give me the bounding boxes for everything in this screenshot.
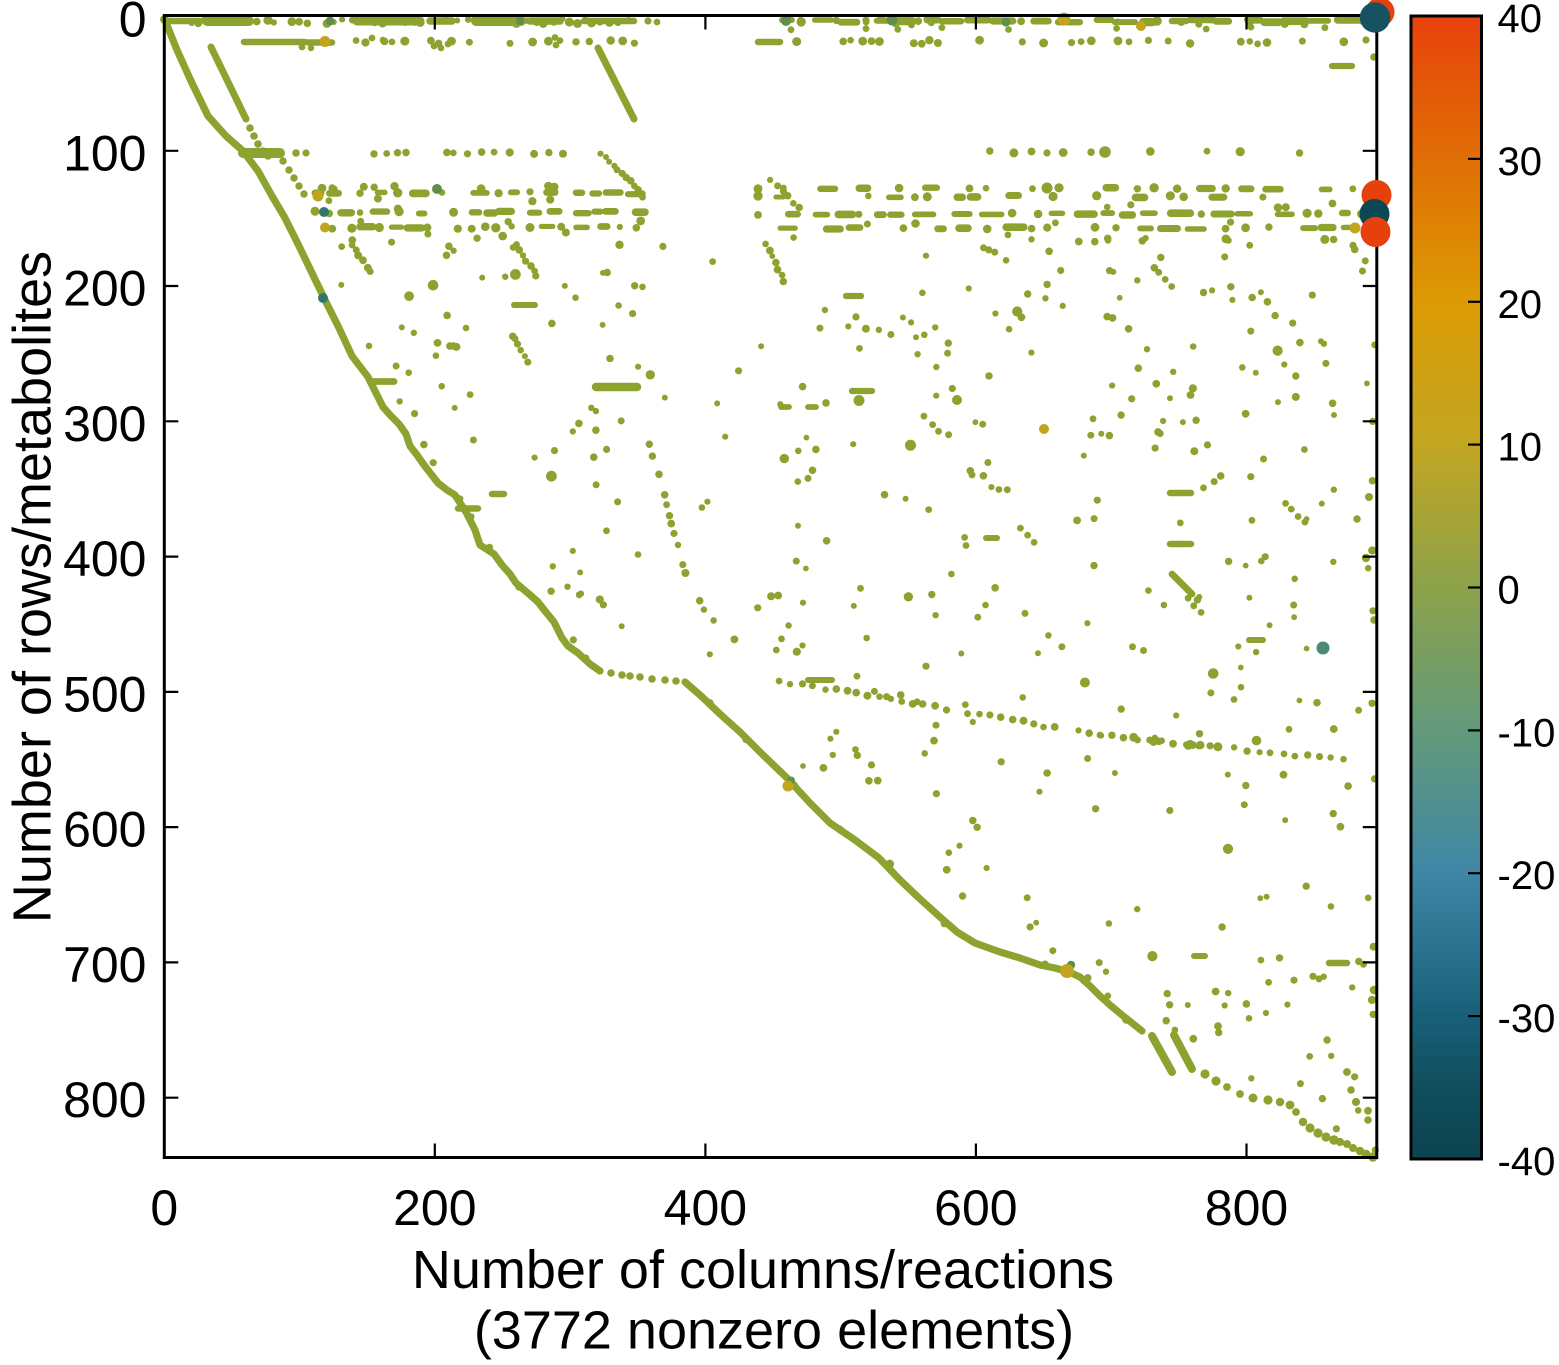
svg-text:200: 200 xyxy=(63,261,146,317)
svg-text:200: 200 xyxy=(393,1180,476,1236)
svg-text:Number of rows/metabolites: Number of rows/metabolites xyxy=(3,251,63,923)
svg-text:100: 100 xyxy=(63,125,146,181)
svg-text:10: 10 xyxy=(1498,426,1543,470)
svg-text:400: 400 xyxy=(664,1180,747,1236)
svg-text:-10: -10 xyxy=(1498,711,1556,755)
svg-text:40: 40 xyxy=(1498,0,1543,41)
svg-text:(3772 nonzero elements): (3772 nonzero elements) xyxy=(474,1301,1074,1361)
svg-text:-30: -30 xyxy=(1498,997,1556,1041)
svg-text:30: 30 xyxy=(1498,140,1543,184)
svg-text:0: 0 xyxy=(119,0,147,48)
svg-text:700: 700 xyxy=(63,937,146,993)
svg-text:20: 20 xyxy=(1498,283,1543,327)
svg-text:0: 0 xyxy=(150,1180,178,1236)
svg-text:-40: -40 xyxy=(1498,1140,1556,1184)
svg-text:500: 500 xyxy=(63,666,146,722)
svg-text:600: 600 xyxy=(63,802,146,858)
svg-text:800: 800 xyxy=(63,1072,146,1128)
svg-text:400: 400 xyxy=(63,531,146,587)
svg-text:0: 0 xyxy=(1498,569,1520,613)
svg-text:800: 800 xyxy=(1205,1180,1288,1236)
svg-text:Number of columns/reactions: Number of columns/reactions xyxy=(412,1240,1114,1300)
svg-text:600: 600 xyxy=(934,1180,1017,1236)
svg-text:300: 300 xyxy=(63,396,146,452)
svg-text:-20: -20 xyxy=(1498,854,1556,898)
